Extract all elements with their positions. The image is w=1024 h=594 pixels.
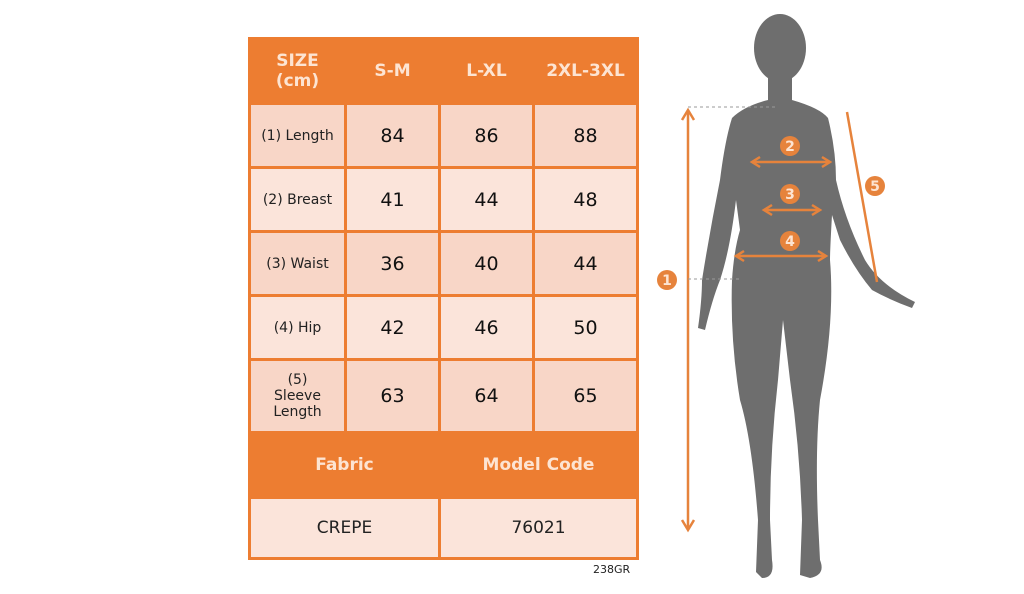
silhouette (698, 14, 915, 578)
table-row: (3) Waist 36 40 44 (248, 230, 639, 297)
svg-text:2: 2 (785, 139, 795, 155)
row-label: (5) Sleeve Length (248, 358, 347, 434)
row-value: 46 (438, 294, 535, 361)
row-label: (2) Breast (248, 166, 347, 233)
row-value: 63 (344, 358, 441, 434)
footer-value-row: CREPE 76021 (248, 496, 639, 560)
header-model-code: Model Code (438, 431, 639, 499)
marker-2: 2 (780, 136, 800, 156)
header-2xl-3xl: 2XL-3XL (532, 37, 639, 105)
footer-header-row: Fabric Model Code (248, 431, 639, 499)
table-row: (4) Hip 42 46 50 (248, 294, 639, 361)
marker-3: 3 (780, 184, 800, 204)
row-value: 65 (532, 358, 639, 434)
row-value: 64 (438, 358, 535, 434)
header-size-label: SIZE (cm) (275, 51, 320, 91)
sleeve-line (845, 111, 879, 283)
row-label: (1) Length (248, 102, 347, 169)
header-s-m: S-M (344, 37, 441, 105)
table-row: (5) Sleeve Length 63 64 65 (248, 358, 639, 434)
row-value: 40 (438, 230, 535, 297)
table-header-row: SIZE (cm) S-M L-XL 2XL-3XL (248, 37, 639, 105)
row-value: 42 (344, 294, 441, 361)
row-value: 41 (344, 166, 441, 233)
header-size: SIZE (cm) (248, 37, 347, 105)
row-value: 84 (344, 102, 441, 169)
size-chart-table: SIZE (cm) S-M L-XL 2XL-3XL (1) Length 84 8… (248, 37, 639, 560)
row-value: 44 (532, 230, 639, 297)
svg-text:5: 5 (870, 179, 880, 195)
header-fabric: Fabric (248, 431, 441, 499)
header-l-xl: L-XL (438, 37, 535, 105)
table-row: (1) Length 84 86 88 (248, 102, 639, 169)
svg-text:4: 4 (785, 234, 795, 250)
row-value: 86 (438, 102, 535, 169)
body-measurement-figure: 1 2 3 4 5 (657, 14, 915, 578)
row-label: (3) Waist (248, 230, 347, 297)
row-value: 44 (438, 166, 535, 233)
product-code: 238GR (593, 563, 631, 576)
table-row: (2) Breast 41 44 48 (248, 166, 639, 233)
row-value: 48 (532, 166, 639, 233)
measurement-markers: 1 2 3 4 5 (657, 136, 885, 290)
row-value: 36 (344, 230, 441, 297)
model-code-value: 76021 (438, 496, 639, 560)
marker-1: 1 (657, 270, 677, 290)
measurement-lines (680, 106, 879, 533)
marker-5: 5 (865, 176, 885, 196)
fabric-value: CREPE (248, 496, 441, 560)
row-value: 88 (532, 102, 639, 169)
row-label: (4) Hip (248, 294, 347, 361)
marker-4: 4 (780, 231, 800, 251)
row-value: 50 (532, 294, 639, 361)
svg-text:3: 3 (785, 187, 795, 203)
svg-text:1: 1 (662, 273, 672, 289)
